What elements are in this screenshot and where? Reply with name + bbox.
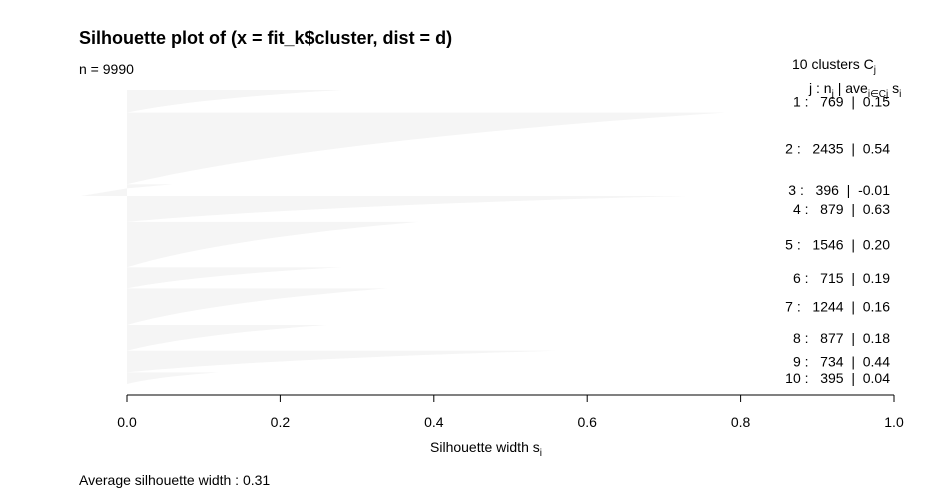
x-tick-label: 0.4 [424, 414, 444, 430]
cluster-label: 8 : 877 | 0.18 [789, 330, 890, 346]
x-axis-label: Silhouette width si [430, 439, 542, 459]
x-axis-ticks: 0.0 0.2 0.4 0.6 0.8 1.0 [117, 395, 904, 430]
cluster-label: 9 : 734 | 0.44 [789, 354, 890, 370]
cluster-bar [127, 324, 327, 351]
cluster-bar [127, 195, 687, 222]
cluster-label: 10 : 395 | 0.04 [785, 370, 890, 386]
x-tick-label: 0.0 [117, 414, 137, 430]
cluster-bar [127, 267, 342, 289]
x-tick-label: 1.0 [884, 414, 904, 430]
cluster-bar [127, 221, 419, 268]
legend-header-clusters: 10 clusters Cj [792, 56, 876, 76]
cluster-bar [127, 90, 342, 113]
cluster-bar [127, 288, 388, 325]
cluster-label: 1 : 769 | 0.15 [789, 93, 890, 109]
x-tick-label: 0.2 [271, 414, 291, 430]
cluster-label: 5 : 1546 | 0.20 [781, 237, 890, 253]
cluster-label: 6 : 715 | 0.19 [789, 270, 890, 286]
legend-header-columns: j : nj | avei∈Cj si [808, 80, 901, 100]
cluster-bar [127, 350, 557, 373]
silhouette-bars [80, 90, 726, 384]
x-tick-label: 0.8 [731, 414, 751, 430]
legend-header: 10 clusters Cj j : nj | avei∈Cj si [792, 56, 901, 100]
average-silhouette-width: Average silhouette width : 0.31 [79, 472, 271, 488]
cluster-bar [127, 112, 726, 185]
cluster-label: 7 : 1244 | 0.16 [781, 299, 890, 315]
cluster-bar [127, 372, 220, 384]
cluster-labels: 1 : 769 | 0.15 2 : 2435 | 0.54 3 : 396 |… [781, 93, 890, 386]
x-tick-label: 0.6 [577, 414, 597, 430]
cluster-label: 2 : 2435 | 0.54 [781, 140, 890, 156]
cluster-bar [80, 184, 174, 196]
cluster-label: 3 : 396 | -0.01 [784, 182, 890, 198]
chart-title: Silhouette plot of (x = fit_k$cluster, d… [79, 28, 453, 48]
cluster-label: 4 : 879 | 0.63 [789, 201, 890, 217]
chart-subtitle: n = 9990 [79, 61, 134, 77]
